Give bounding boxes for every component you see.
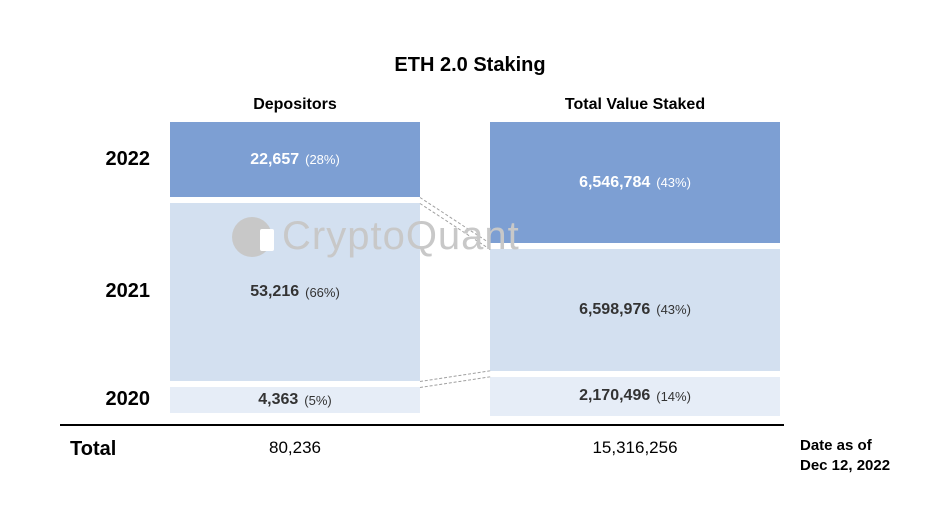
bar-pct: (14%) <box>656 389 691 404</box>
date-note-line2: Dec 12, 2022 <box>800 456 890 476</box>
watermark-text: CryptoQuant <box>282 214 520 259</box>
connector-1-0 <box>420 371 490 383</box>
date-note-line1: Date as of <box>800 436 890 456</box>
bar-value: 6,546,784 <box>579 174 650 192</box>
bar-pct: (28%) <box>305 152 340 167</box>
bar-tvs-2022: 6,546,784 (43%) <box>490 122 780 243</box>
bar-depositors-2020: 4,363 (5%) <box>170 387 420 413</box>
bar-pct: (5%) <box>304 393 331 408</box>
totals-depositors: 80,236 <box>170 438 420 458</box>
year-label-2020: 2020 <box>60 388 150 411</box>
date-as-of-note: Date as of Dec 12, 2022 <box>800 436 890 477</box>
totals-label: Total <box>70 438 116 461</box>
bar-value: 53,216 <box>250 283 299 301</box>
bar-pct: (43%) <box>656 175 691 190</box>
bar-tvs-2021: 6,598,976 (43%) <box>490 249 780 370</box>
column-header-depositors: Depositors <box>170 96 420 114</box>
bar-depositors-2022: 22,657 (28%) <box>170 122 420 197</box>
bar-pct: (43%) <box>656 302 691 317</box>
bar-value: 6,598,976 <box>579 301 650 319</box>
totals-total-value-staked: 15,316,256 <box>490 438 780 458</box>
bar-value: 22,657 <box>250 151 299 169</box>
year-label-2021: 2021 <box>60 280 150 303</box>
watermark: CryptoQuant <box>232 214 520 259</box>
year-label-2022: 2022 <box>60 148 150 171</box>
totals-rule <box>60 424 784 426</box>
bar-tvs-2020: 2,170,496 (14%) <box>490 377 780 416</box>
chart-title: ETH 2.0 Staking <box>0 54 940 77</box>
bar-value: 4,363 <box>258 391 298 409</box>
bar-pct: (66%) <box>305 285 340 300</box>
cryptoquant-logo-icon <box>232 217 272 257</box>
column-header-total-value-staked: Total Value Staked <box>490 96 780 114</box>
bar-value: 2,170,496 <box>579 387 650 405</box>
